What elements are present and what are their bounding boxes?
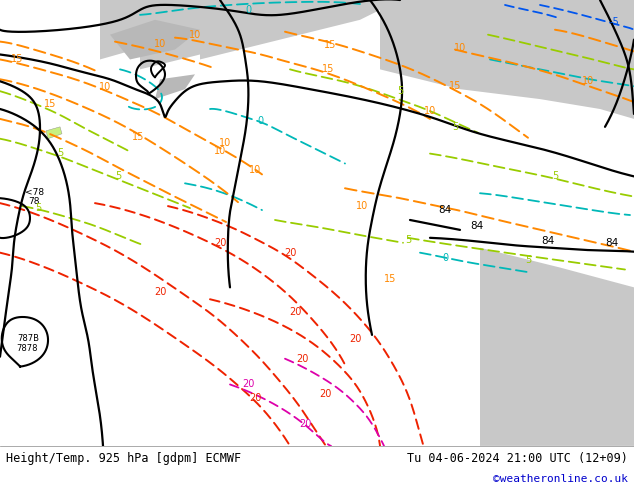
Polygon shape bbox=[100, 0, 300, 59]
Text: 10: 10 bbox=[249, 166, 261, 175]
Text: 0: 0 bbox=[442, 253, 448, 263]
Text: 20: 20 bbox=[214, 238, 226, 248]
Text: 7878: 7878 bbox=[16, 344, 38, 353]
Text: <78: <78 bbox=[25, 188, 44, 196]
Text: 20: 20 bbox=[349, 334, 361, 344]
Polygon shape bbox=[480, 248, 634, 446]
Polygon shape bbox=[110, 20, 200, 59]
Text: 10: 10 bbox=[219, 138, 231, 147]
Text: Height/Temp. 925 hPa [gdpm] ECMWF: Height/Temp. 925 hPa [gdpm] ECMWF bbox=[6, 452, 241, 465]
Text: 5: 5 bbox=[525, 255, 531, 265]
Text: 20: 20 bbox=[319, 390, 331, 399]
Text: 10: 10 bbox=[189, 30, 201, 40]
Text: 15: 15 bbox=[384, 274, 396, 284]
Text: 5: 5 bbox=[405, 235, 411, 245]
Text: 10: 10 bbox=[214, 146, 226, 156]
Polygon shape bbox=[155, 74, 195, 99]
Text: 20: 20 bbox=[154, 287, 166, 297]
Text: 78: 78 bbox=[29, 196, 40, 206]
Text: 5: 5 bbox=[452, 122, 458, 132]
Text: 20: 20 bbox=[299, 419, 311, 429]
Text: 84: 84 bbox=[541, 236, 555, 246]
Text: 5: 5 bbox=[35, 203, 41, 213]
Text: 10: 10 bbox=[454, 43, 466, 52]
Text: 10: 10 bbox=[582, 76, 594, 86]
Text: 10: 10 bbox=[356, 201, 368, 211]
Text: 10: 10 bbox=[154, 39, 166, 49]
Text: 15: 15 bbox=[132, 132, 144, 142]
Text: 5: 5 bbox=[397, 86, 403, 96]
Polygon shape bbox=[140, 0, 340, 70]
Text: 5: 5 bbox=[552, 172, 558, 181]
Text: 15: 15 bbox=[449, 81, 461, 91]
Text: 5: 5 bbox=[115, 172, 121, 181]
Polygon shape bbox=[200, 0, 400, 59]
Text: 15: 15 bbox=[324, 40, 336, 49]
Text: Tu 04-06-2024 21:00 UTC (12+09): Tu 04-06-2024 21:00 UTC (12+09) bbox=[407, 452, 628, 465]
Text: 15: 15 bbox=[44, 99, 56, 109]
Text: 10: 10 bbox=[99, 82, 111, 92]
Text: 0: 0 bbox=[257, 116, 263, 126]
Polygon shape bbox=[46, 127, 62, 139]
Text: 84: 84 bbox=[438, 205, 451, 215]
Text: 15: 15 bbox=[322, 64, 334, 74]
Text: 20: 20 bbox=[289, 307, 301, 317]
Text: 20: 20 bbox=[242, 379, 254, 390]
Text: ©weatheronline.co.uk: ©weatheronline.co.uk bbox=[493, 474, 628, 484]
Text: 20: 20 bbox=[284, 247, 296, 258]
Text: 20: 20 bbox=[296, 354, 308, 364]
Polygon shape bbox=[380, 0, 634, 119]
Text: 20: 20 bbox=[249, 393, 261, 403]
Polygon shape bbox=[540, 0, 634, 94]
Text: -5: -5 bbox=[609, 17, 619, 27]
Text: 84: 84 bbox=[470, 221, 484, 231]
Text: 0: 0 bbox=[245, 5, 251, 15]
Text: 10: 10 bbox=[424, 106, 436, 116]
Text: 15: 15 bbox=[11, 54, 23, 65]
Text: 5: 5 bbox=[57, 147, 63, 158]
Text: 787B: 787B bbox=[17, 334, 39, 343]
Text: 84: 84 bbox=[605, 238, 619, 248]
